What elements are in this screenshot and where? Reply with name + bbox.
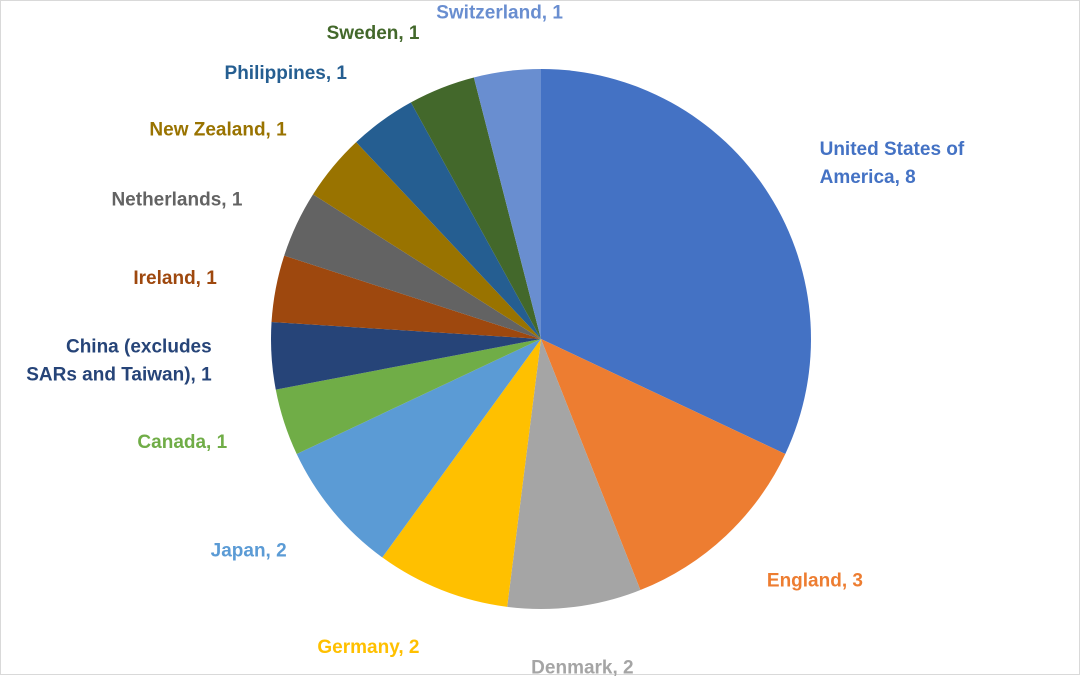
data-label-germany: Germany, 2 bbox=[317, 637, 419, 658]
data-label-line: Sweden, 1 bbox=[327, 23, 420, 44]
pie-slice-netherlands bbox=[284, 194, 541, 339]
pie-slice-denmark bbox=[507, 339, 641, 609]
pie-slice-china-excludes-sars-and-taiwan bbox=[270, 322, 541, 390]
pie-slice-sweden bbox=[410, 77, 541, 339]
pie-slice-germany bbox=[382, 339, 541, 607]
data-label-japan: Japan, 2 bbox=[211, 540, 287, 561]
data-label-sweden: Sweden, 1 bbox=[327, 23, 420, 44]
data-label-line: Canada, 1 bbox=[137, 432, 227, 453]
pie-data-labels: United States of America, 8 England, 3 Denm… bbox=[26, 3, 965, 676]
data-label-line: Japan, 2 bbox=[211, 540, 287, 561]
data-label-china-excludes-sars-and-taiwan: China (excludes SARs and Taiwan), 1 bbox=[26, 337, 212, 386]
data-label-denmark: Denmark, 2 bbox=[531, 657, 633, 676]
data-label-philippines: Philippines, 1 bbox=[225, 63, 348, 84]
data-label-england: England, 3 bbox=[767, 571, 863, 592]
pie-slices bbox=[270, 69, 811, 609]
data-label-line: Germany, 2 bbox=[317, 637, 419, 658]
pie-slice-new-zealand bbox=[313, 142, 541, 339]
pie-slice-philippines bbox=[356, 102, 541, 340]
data-label-switzerland: Switzerland, 1 bbox=[436, 3, 563, 24]
pie-slice-ireland bbox=[271, 255, 541, 339]
data-label-line: Philippines, 1 bbox=[225, 63, 348, 84]
pie-slice-england bbox=[541, 339, 786, 591]
data-label-line: United States of bbox=[820, 139, 965, 160]
data-label-line: Ireland, 1 bbox=[133, 268, 217, 289]
data-label-line: America, 8 bbox=[820, 167, 916, 188]
pie-slice-united-states-of-america bbox=[541, 69, 811, 454]
data-label-united-states-of-america: United States of America, 8 bbox=[820, 139, 965, 188]
data-label-new-zealand: New Zealand, 1 bbox=[149, 120, 287, 141]
data-label-line: China (excludes bbox=[66, 337, 212, 358]
data-label-ireland: Ireland, 1 bbox=[133, 268, 217, 289]
data-label-line: New Zealand, 1 bbox=[149, 120, 287, 141]
data-label-line: Netherlands, 1 bbox=[111, 190, 242, 211]
data-label-line: Switzerland, 1 bbox=[436, 3, 563, 24]
pie-slice-switzerland bbox=[473, 69, 541, 339]
data-label-line: SARs and Taiwan), 1 bbox=[26, 365, 212, 386]
data-label-line: England, 3 bbox=[767, 571, 863, 592]
data-label-netherlands: Netherlands, 1 bbox=[111, 190, 242, 211]
data-label-canada: Canada, 1 bbox=[137, 432, 227, 453]
pie-slice-japan bbox=[296, 339, 541, 558]
data-label-line: Denmark, 2 bbox=[531, 657, 633, 676]
pie-slice-canada bbox=[275, 339, 541, 454]
